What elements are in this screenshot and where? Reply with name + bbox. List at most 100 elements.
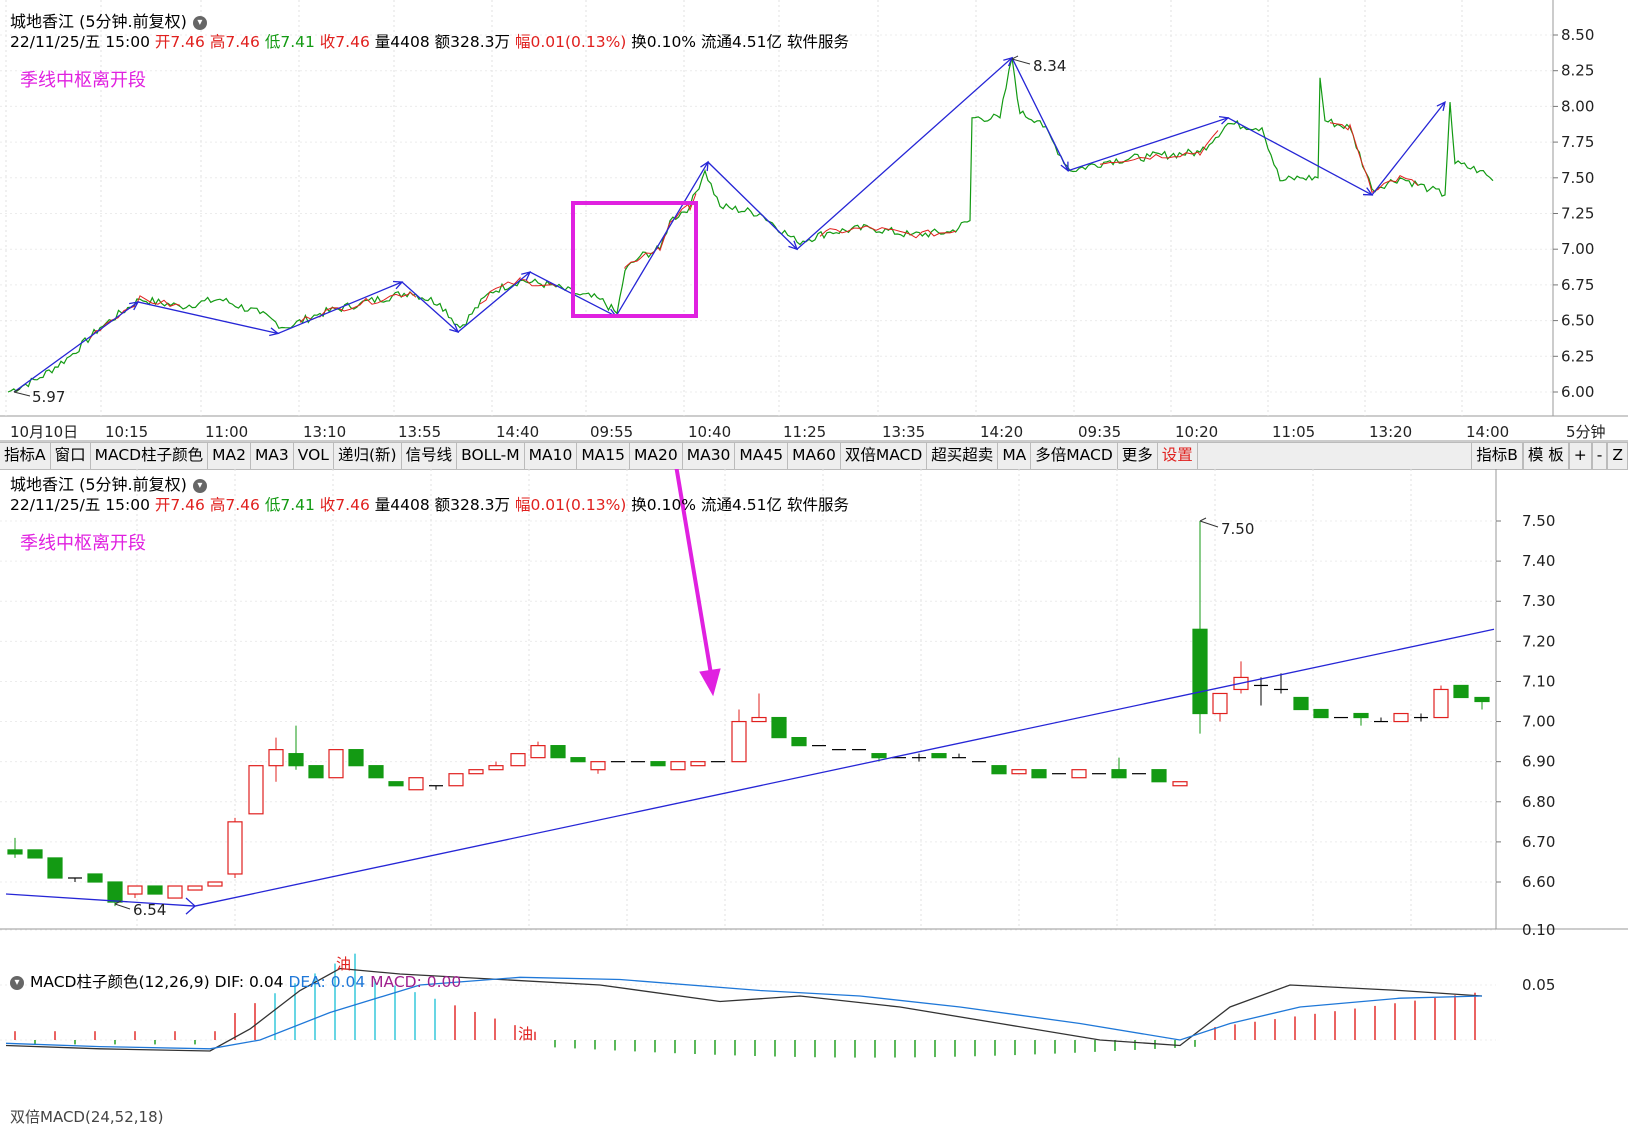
y-tick-label: 7.00: [1522, 713, 1555, 731]
chg-label-2: 幅: [514, 496, 531, 514]
y-tick-label: 6.25: [1561, 347, 1594, 365]
indicator-tab[interactable]: MA3: [251, 443, 294, 469]
candle-up: [187, 885, 203, 891]
period-label: 5分钟: [1566, 423, 1606, 441]
macd-dea: DEA: 0.04: [288, 973, 366, 991]
indicator-tab[interactable]: MA10: [525, 443, 578, 469]
indicator-tab[interactable]: 更多: [1118, 443, 1158, 469]
x-tick-label: 10:15: [105, 423, 148, 441]
candle-up: [328, 749, 344, 779]
top-price-chart[interactable]: 8.50 8.25 8.00 7.75 7.50 7.25 7.00 6.75 6.50 6.25…: [0, 0, 1628, 442]
indicator-tab[interactable]: MACD柱子颜色: [91, 443, 209, 469]
candle-up: [530, 745, 546, 759]
candle-down: [1313, 708, 1329, 719]
indicator-tab[interactable]: BOLL-M: [457, 443, 525, 469]
x-tick-label: 10:20: [1175, 423, 1218, 441]
candle-up: [1011, 769, 1027, 775]
candle-up: [1071, 769, 1087, 779]
stock-title: 城地香江 (5分钟.前复权) ▾: [10, 8, 207, 32]
low-label-2: 低: [264, 496, 281, 514]
indicator-tab[interactable]: 窗口: [51, 443, 91, 469]
indicator-tab[interactable]: 递归(新): [334, 443, 402, 469]
candle-down: [1151, 769, 1167, 783]
indicator-tab[interactable]: VOL: [294, 443, 334, 469]
indicator-tab[interactable]: MA60: [788, 443, 841, 469]
y-tick-label: 7.50: [1561, 169, 1594, 187]
macd-header: ▾ MACD柱子颜色(12,26,9) DIF: 0.04 DEA: 0.04 M…: [10, 970, 461, 992]
x-tick-label: 09:35: [1078, 423, 1121, 441]
x-tick-label: 13:20: [1369, 423, 1412, 441]
toolbar-right-button[interactable]: 指标B: [1471, 443, 1523, 469]
macd-dif-line: [5, 967, 1483, 1052]
y-tick-label: 7.00: [1561, 240, 1594, 258]
chevron-down-icon[interactable]: ▾: [192, 15, 207, 30]
low-marker-2: 6.54: [133, 901, 166, 919]
candle-up: [408, 777, 424, 791]
indicator-tab[interactable]: 多倍MACD: [1031, 443, 1118, 469]
candle-down: [570, 757, 586, 763]
candle-down: [27, 849, 43, 859]
float-value-2: 流通4.51亿: [700, 496, 782, 514]
quote-date-2: 22/11/25/五 15:00: [10, 496, 150, 514]
low-marker-pointer: [13, 388, 31, 397]
indicator-tab[interactable]: 信号线: [402, 443, 458, 469]
zigzag-arrowhead: [129, 301, 140, 311]
zigzag-arrowhead: [1060, 161, 1069, 172]
low-marker: 5.97: [32, 388, 65, 406]
stock-title-2: 城地香江 (5分钟.前复权) ▾: [10, 471, 207, 495]
top-chart-panel[interactable]: 8.50 8.25 8.00 7.75 7.50 7.25 7.00 6.75 6.50 6.25…: [0, 0, 1628, 442]
quote-row: 22/11/25/五 15:00 开7.46 高7.46 低7.41 收7.46…: [10, 30, 849, 52]
candle-down: [931, 753, 947, 759]
toolbar-right-button[interactable]: 模 板: [1522, 443, 1569, 469]
x-tick-label: 11:25: [783, 423, 826, 441]
macd-value: MACD: 0.00: [370, 973, 462, 991]
y-tick-label: 6.80: [1522, 793, 1555, 811]
indicator-tab[interactable]: MA30: [683, 443, 736, 469]
toolbar-spacer: [1198, 443, 1471, 469]
chevron-down-icon[interactable]: ▾: [192, 478, 207, 493]
indicator-tab[interactable]: MA45: [735, 443, 789, 469]
bottom-chart-panel[interactable]: 7.50 7.40 7.30 7.20 7.10 7.00 6.90 6.80 6.70 6.60…: [0, 469, 1628, 1118]
chevron-down-icon[interactable]: ▾: [10, 975, 24, 990]
candle-down: [87, 873, 103, 883]
candle-down: [1453, 684, 1469, 699]
y-tick-label: 6.50: [1561, 312, 1594, 330]
price-line-red: [1329, 122, 1419, 194]
high-value-2: 7.46: [225, 496, 260, 514]
zigzag-line: [13, 56, 1446, 393]
toolbar-right-button[interactable]: Z: [1607, 443, 1628, 469]
candle-down: [147, 885, 163, 895]
y-tick-label: 7.10: [1522, 672, 1555, 690]
trend-line-main: [194, 628, 1495, 907]
indicator-tab[interactable]: MA20: [630, 443, 683, 469]
indicator-tab[interactable]: MA2: [208, 443, 251, 469]
indicator-tab[interactable]: 双倍MACD: [841, 443, 928, 469]
y-tick-label: 8.00: [1561, 97, 1594, 115]
zigzag-arrowhead: [392, 280, 404, 290]
indicator-tab[interactable]: MA15: [577, 443, 631, 469]
quote-date: 22/11/25/五 15:00: [10, 33, 150, 51]
toolbar-right-button[interactable]: +: [1568, 443, 1592, 469]
y-tick-label: 6.90: [1522, 753, 1555, 771]
indicator-tab[interactable]: 指标A: [0, 443, 51, 469]
high-marker: 8.34: [1033, 57, 1066, 75]
quote-row-2: 22/11/25/五 15:00 开7.46 高7.46 低7.41 收7.46…: [10, 493, 849, 515]
float-value: 流通4.51亿: [700, 33, 782, 51]
y-tick-label: 8.50: [1561, 26, 1594, 44]
indicator-tabs: 指标A 窗口 MACD柱子颜色 MA2 MA3 VOL 递归(新) 信号线 BOLL-M MA10…: [0, 443, 1198, 469]
macd-dea-line: [5, 976, 1483, 1050]
candle-up: [731, 720, 747, 763]
toolbar-right-button[interactable]: -: [1591, 443, 1608, 469]
turnover-value: 换0.10%: [631, 33, 697, 51]
candle-up: [690, 761, 706, 767]
indicator-tab[interactable]: 超买超卖: [927, 443, 999, 469]
indicator-tab[interactable]: 设置: [1158, 443, 1198, 469]
indicator-tab[interactable]: MA: [998, 443, 1032, 469]
candle-up: [1172, 781, 1188, 787]
zigzag-arrowhead: [1218, 116, 1230, 125]
candle-up: [670, 761, 686, 771]
bottom-price-chart[interactable]: 7.50 7.40 7.30 7.20 7.10 7.00 6.90 6.80 6.70 6.60…: [0, 469, 1628, 1118]
x-tick-label: 14:00: [1466, 423, 1509, 441]
y-tick-label: 8.25: [1561, 62, 1594, 80]
stock-name-2: 城地香江 (5分钟.前复权): [10, 475, 187, 494]
